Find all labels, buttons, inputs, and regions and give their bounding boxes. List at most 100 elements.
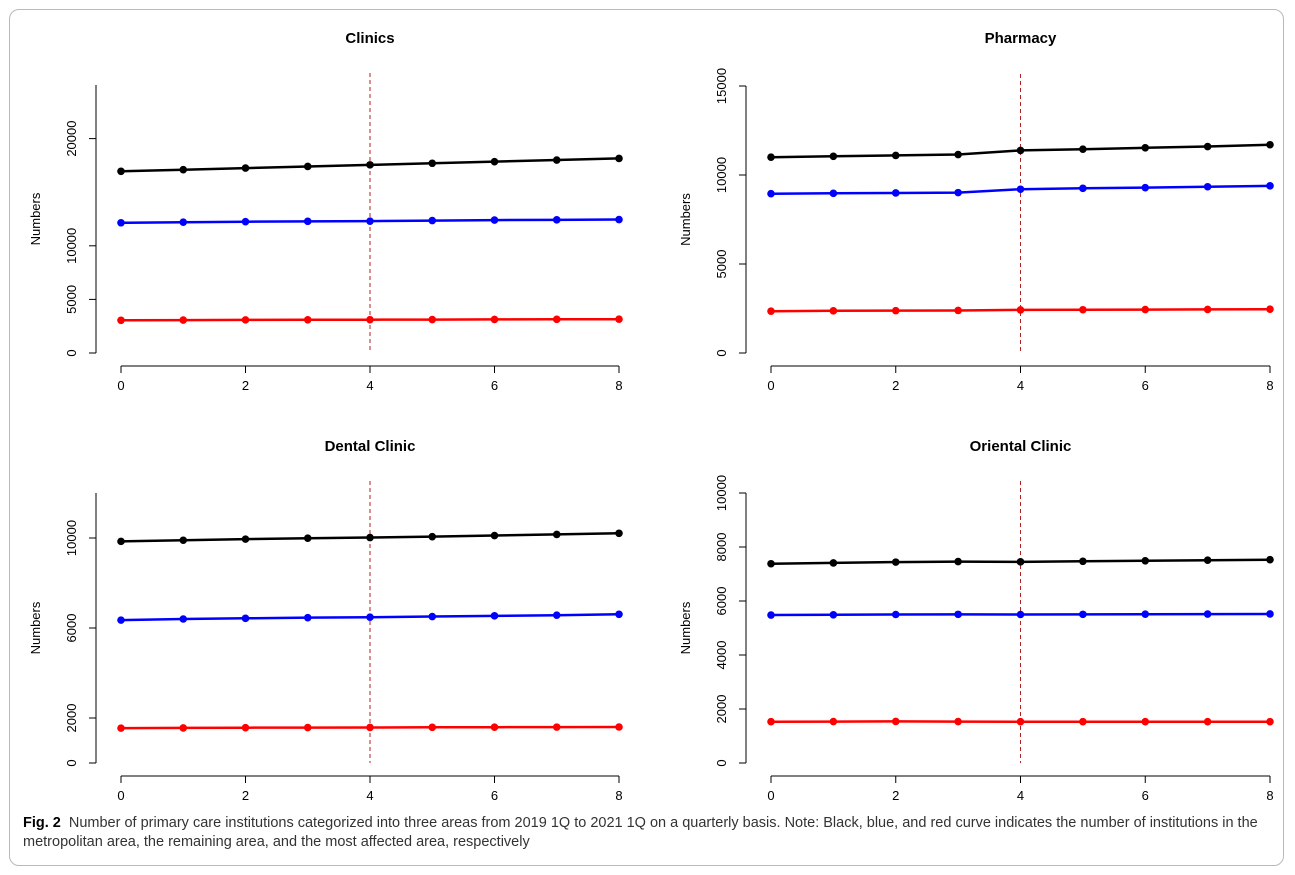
data-point xyxy=(490,531,499,540)
x-tick-label: 0 xyxy=(117,378,124,393)
data-point xyxy=(552,611,561,619)
x-tick-label: 8 xyxy=(1266,788,1273,803)
data-point xyxy=(303,613,312,622)
data-point xyxy=(490,315,499,324)
chart-title: Oriental Clinic xyxy=(970,438,1072,455)
data-point xyxy=(1203,182,1212,191)
data-point xyxy=(891,717,900,726)
data-point xyxy=(891,306,900,315)
y-tick-label: 5000 xyxy=(714,250,729,279)
data-point xyxy=(179,536,188,545)
data-point xyxy=(767,189,775,198)
data-point xyxy=(954,188,962,197)
x-tick-label: 4 xyxy=(366,788,373,803)
x-tick-label: 4 xyxy=(1017,788,1024,803)
data-point xyxy=(303,534,312,543)
x-tick-label: 8 xyxy=(615,378,622,393)
y-tick-label: 0 xyxy=(64,349,79,356)
data-point xyxy=(1079,145,1087,153)
data-point xyxy=(1203,305,1212,314)
x-tick-label: 6 xyxy=(1142,378,1149,393)
y-tick-label: 15000 xyxy=(714,68,729,104)
data-point xyxy=(767,153,775,161)
data-point xyxy=(490,157,499,166)
data-point xyxy=(241,316,250,324)
data-point xyxy=(490,612,499,620)
caption-text: Number of primary care institutions cate… xyxy=(23,815,1258,850)
data-point xyxy=(552,156,561,164)
data-point xyxy=(1141,556,1150,565)
data-point xyxy=(1016,717,1025,726)
data-point xyxy=(179,165,188,174)
y-tick-label: 0 xyxy=(714,759,729,766)
chart-title: Pharmacy xyxy=(985,30,1057,47)
x-tick-label: 0 xyxy=(767,378,774,393)
y-tick-label: 6000 xyxy=(714,587,729,616)
y-axis-label: Numbers xyxy=(28,192,43,245)
data-point xyxy=(552,216,561,224)
data-point xyxy=(366,161,374,169)
data-point xyxy=(117,316,125,325)
data-point xyxy=(241,723,250,732)
data-point xyxy=(891,610,900,619)
x-tick-label: 8 xyxy=(1266,378,1273,393)
data-point xyxy=(1203,610,1212,618)
chart-panel-4: Oriental Clinic Numbers 0 2000 4000 6000 8000 1… xyxy=(678,438,1274,803)
chart-title: Clinics xyxy=(345,30,394,47)
data-point xyxy=(179,615,188,623)
data-point xyxy=(954,306,962,315)
data-point xyxy=(1079,184,1087,193)
figure-caption: Fig. 2 Number of primary care institution… xyxy=(23,814,1273,852)
x-tick-label: 6 xyxy=(491,788,498,803)
data-point xyxy=(767,307,775,315)
data-point xyxy=(767,717,775,726)
x-tick-label: 2 xyxy=(892,788,899,803)
data-point xyxy=(241,614,250,623)
data-point xyxy=(891,151,900,160)
y-tick-label: 20000 xyxy=(64,121,79,157)
chart-panel-2: Pharmacy Numbers 0 5000 10000 15000 0 2 4 6 8 xyxy=(678,30,1274,393)
data-point xyxy=(615,610,623,619)
x-tick-label: 2 xyxy=(242,788,249,803)
data-point xyxy=(117,724,125,732)
data-point xyxy=(1016,306,1025,314)
data-point xyxy=(241,535,250,543)
y-axis-label: Numbers xyxy=(28,601,43,654)
data-point xyxy=(428,723,437,732)
data-point xyxy=(1266,182,1274,190)
y-tick-label: 2000 xyxy=(714,695,729,724)
data-point xyxy=(117,537,125,546)
data-point xyxy=(366,315,374,324)
data-point xyxy=(1141,610,1150,619)
x-tick-label: 6 xyxy=(491,378,498,393)
data-point xyxy=(366,613,374,621)
x-tick-label: 0 xyxy=(117,788,124,803)
data-point xyxy=(1266,610,1274,618)
data-point xyxy=(552,723,561,731)
data-point xyxy=(829,152,838,161)
data-point xyxy=(615,315,623,324)
data-point xyxy=(366,723,374,732)
data-point xyxy=(366,217,374,225)
data-point xyxy=(891,558,900,566)
data-point xyxy=(117,167,125,176)
data-point xyxy=(615,723,623,731)
data-point xyxy=(490,216,499,224)
x-tick-label: 6 xyxy=(1142,788,1149,803)
x-tick-label: 2 xyxy=(242,378,249,393)
y-tick-label: 10000 xyxy=(714,157,729,193)
data-point xyxy=(1016,610,1025,619)
data-point xyxy=(1079,717,1087,726)
x-tick-label: 2 xyxy=(892,378,899,393)
data-point xyxy=(1266,555,1274,564)
data-point xyxy=(428,216,437,225)
chart-panel-3: Dental Clinic Numbers 0 2000 6000 10000 0 2 4 6 8 xyxy=(28,438,623,803)
data-point xyxy=(615,215,623,224)
data-point xyxy=(303,217,312,226)
data-point xyxy=(1266,305,1274,314)
figure-frame xyxy=(9,9,1284,866)
data-point xyxy=(1141,305,1150,314)
y-axis-label: Numbers xyxy=(678,193,693,246)
data-point xyxy=(1203,717,1212,726)
